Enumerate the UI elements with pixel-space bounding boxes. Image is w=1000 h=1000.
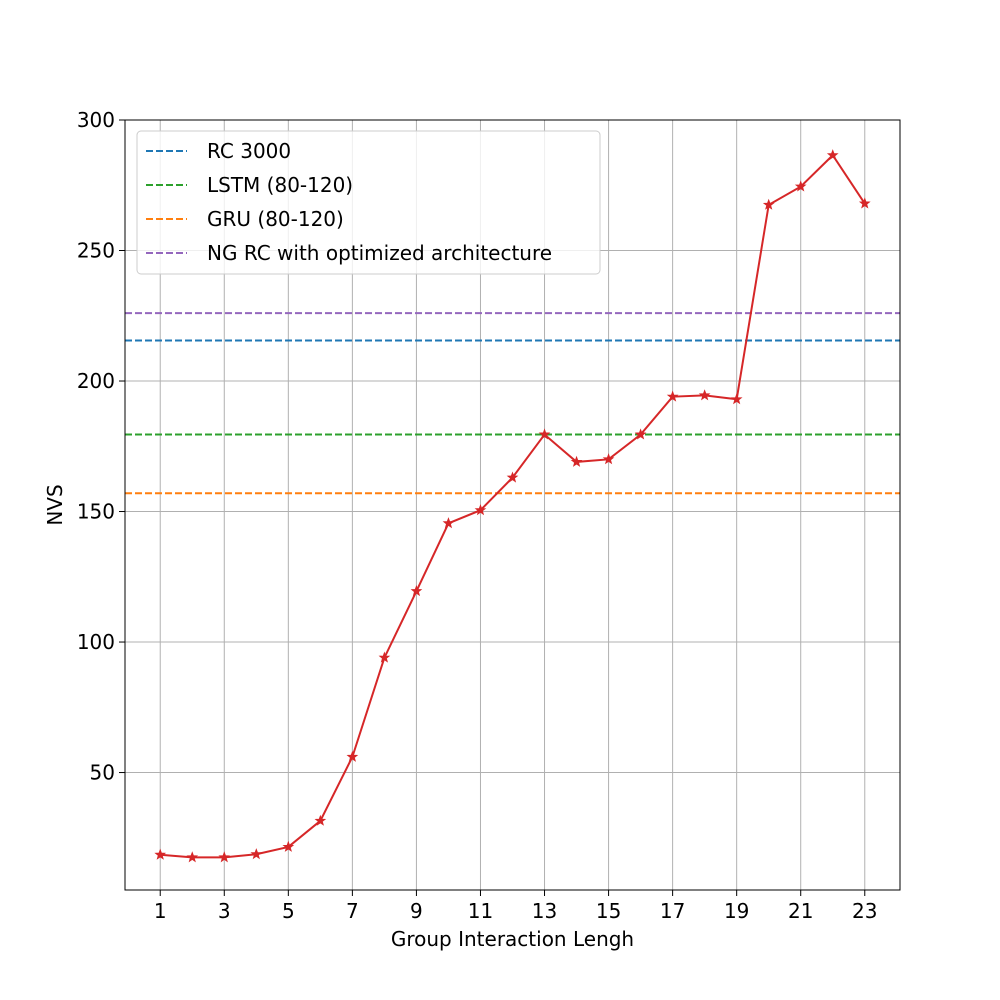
series-layer — [154, 149, 871, 863]
y-tick-label: 150 — [77, 500, 115, 524]
legend-label: LSTM (80-120) — [207, 173, 353, 197]
x-tick-label: 3 — [218, 899, 231, 923]
x-tick-label: 1 — [154, 899, 167, 923]
reference-lines-layer — [125, 312, 900, 495]
data-point — [570, 455, 583, 467]
y-axis-label: NVS — [43, 484, 67, 525]
data-point — [154, 848, 167, 860]
x-tick-label: 13 — [532, 899, 557, 923]
x-tick-label: 19 — [724, 899, 749, 923]
x-tick-label: 17 — [660, 899, 685, 923]
data-point — [634, 428, 647, 440]
data-point — [474, 504, 487, 516]
legend: RC 3000 LSTM (80-120) GRU (80-120) NG RC wi… — [136, 130, 601, 275]
data-point — [698, 389, 711, 401]
x-axis-ticks: 1 3 5 7 9 11 13 15 17 19 21 23 — [154, 890, 877, 923]
data-point — [858, 197, 871, 209]
data-point — [410, 584, 423, 597]
x-tick-label: 5 — [282, 899, 295, 923]
y-tick-label: 300 — [77, 108, 115, 132]
legend-label: NG RC with optimized architecture — [207, 241, 552, 265]
data-point — [186, 851, 199, 863]
data-point — [250, 848, 263, 860]
plot-frame — [124, 119, 901, 891]
x-tick-label: 7 — [346, 899, 359, 923]
legend-items: RC 3000 LSTM (80-120) GRU (80-120) NG RC wi… — [146, 139, 552, 265]
x-tick-label: 23 — [852, 899, 877, 923]
data-point — [378, 651, 391, 663]
legend-label: GRU (80-120) — [207, 207, 344, 231]
data-point — [666, 390, 679, 402]
x-tick-label: 15 — [596, 899, 621, 923]
y-tick-label: 50 — [90, 761, 115, 785]
data-point — [282, 840, 295, 852]
data-point — [218, 851, 231, 863]
data-point — [794, 180, 807, 192]
x-tick-label: 9 — [410, 899, 423, 923]
y-axis-ticks: 50 100 150 200 250 300 — [77, 108, 125, 785]
data-point — [506, 471, 519, 483]
x-axis-label: Group Interaction Lengh — [391, 927, 634, 951]
data-point — [602, 453, 615, 465]
data-point — [442, 517, 455, 529]
x-tick-label: 21 — [788, 899, 813, 923]
x-tick-label: 11 — [468, 899, 493, 923]
data-point — [762, 198, 775, 210]
legend-label: RC 3000 — [207, 139, 291, 163]
legend-box — [136, 130, 601, 275]
y-tick-label: 200 — [77, 369, 115, 393]
data-point — [538, 428, 551, 440]
data-point — [314, 814, 327, 826]
y-tick-label: 250 — [77, 239, 115, 263]
data-point — [730, 393, 743, 405]
data-point — [346, 750, 359, 762]
y-tick-label: 100 — [77, 630, 115, 654]
data-point — [826, 149, 839, 161]
